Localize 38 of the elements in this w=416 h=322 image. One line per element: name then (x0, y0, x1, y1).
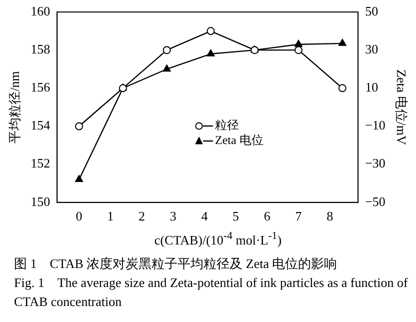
x-tick-label: 3 (170, 208, 176, 224)
point (338, 84, 346, 92)
x-tick-label: 6 (264, 208, 271, 224)
y-tick-label: 150 (30, 194, 50, 209)
x-tick-label: 1 (107, 208, 114, 224)
y-tick-label: 158 (30, 42, 50, 56)
x-tick-label: 0 (76, 208, 82, 224)
point (75, 175, 84, 182)
legend-label: Zeta 电位 (215, 133, 264, 147)
point (294, 46, 302, 54)
y-tick-label: 160 (30, 3, 50, 18)
y2-tick-label: 50 (365, 3, 378, 18)
x-axis-title: c(CTAB)/(10$^{-4}$ mol·L$^{-1}$) (153, 229, 283, 248)
y-tick-label: 152 (30, 156, 50, 171)
caption: Fig. 1 The average size and Zeta-potential of ink particles as a function of CTAB concentration (14, 274, 408, 312)
x-tick-label: 4 (201, 208, 208, 224)
point (338, 38, 346, 46)
y2-tick-label: 10 (365, 80, 378, 95)
y2-tick-label: −50 (365, 194, 386, 209)
legend-label: 粒径 (215, 118, 239, 132)
point (75, 122, 84, 130)
caption: 图 1 CTAB 浓度对炭黑粒子平均粒径及 Zeta 电位的影响 (14, 255, 338, 274)
y2-tick-label: 30 (365, 42, 378, 56)
point (294, 40, 302, 47)
y2-tick-label: −30 (365, 156, 386, 171)
y-axis-title: 平均粒径/nm (7, 71, 22, 144)
point (162, 64, 171, 72)
x-tick-label: 5 (232, 208, 240, 224)
x-tick-label: 8 (326, 208, 334, 224)
y-tick-label: 154 (30, 118, 51, 133)
y2-axis-title: Zeta 电位/mV (394, 69, 409, 146)
point (206, 49, 215, 56)
y2-tick-label: −10 (365, 118, 386, 133)
point (206, 27, 215, 36)
point (162, 46, 171, 54)
y-tick-label: 156 (30, 80, 51, 95)
x-tick-label: 7 (295, 208, 302, 224)
x-tick-label: 2 (138, 208, 145, 224)
